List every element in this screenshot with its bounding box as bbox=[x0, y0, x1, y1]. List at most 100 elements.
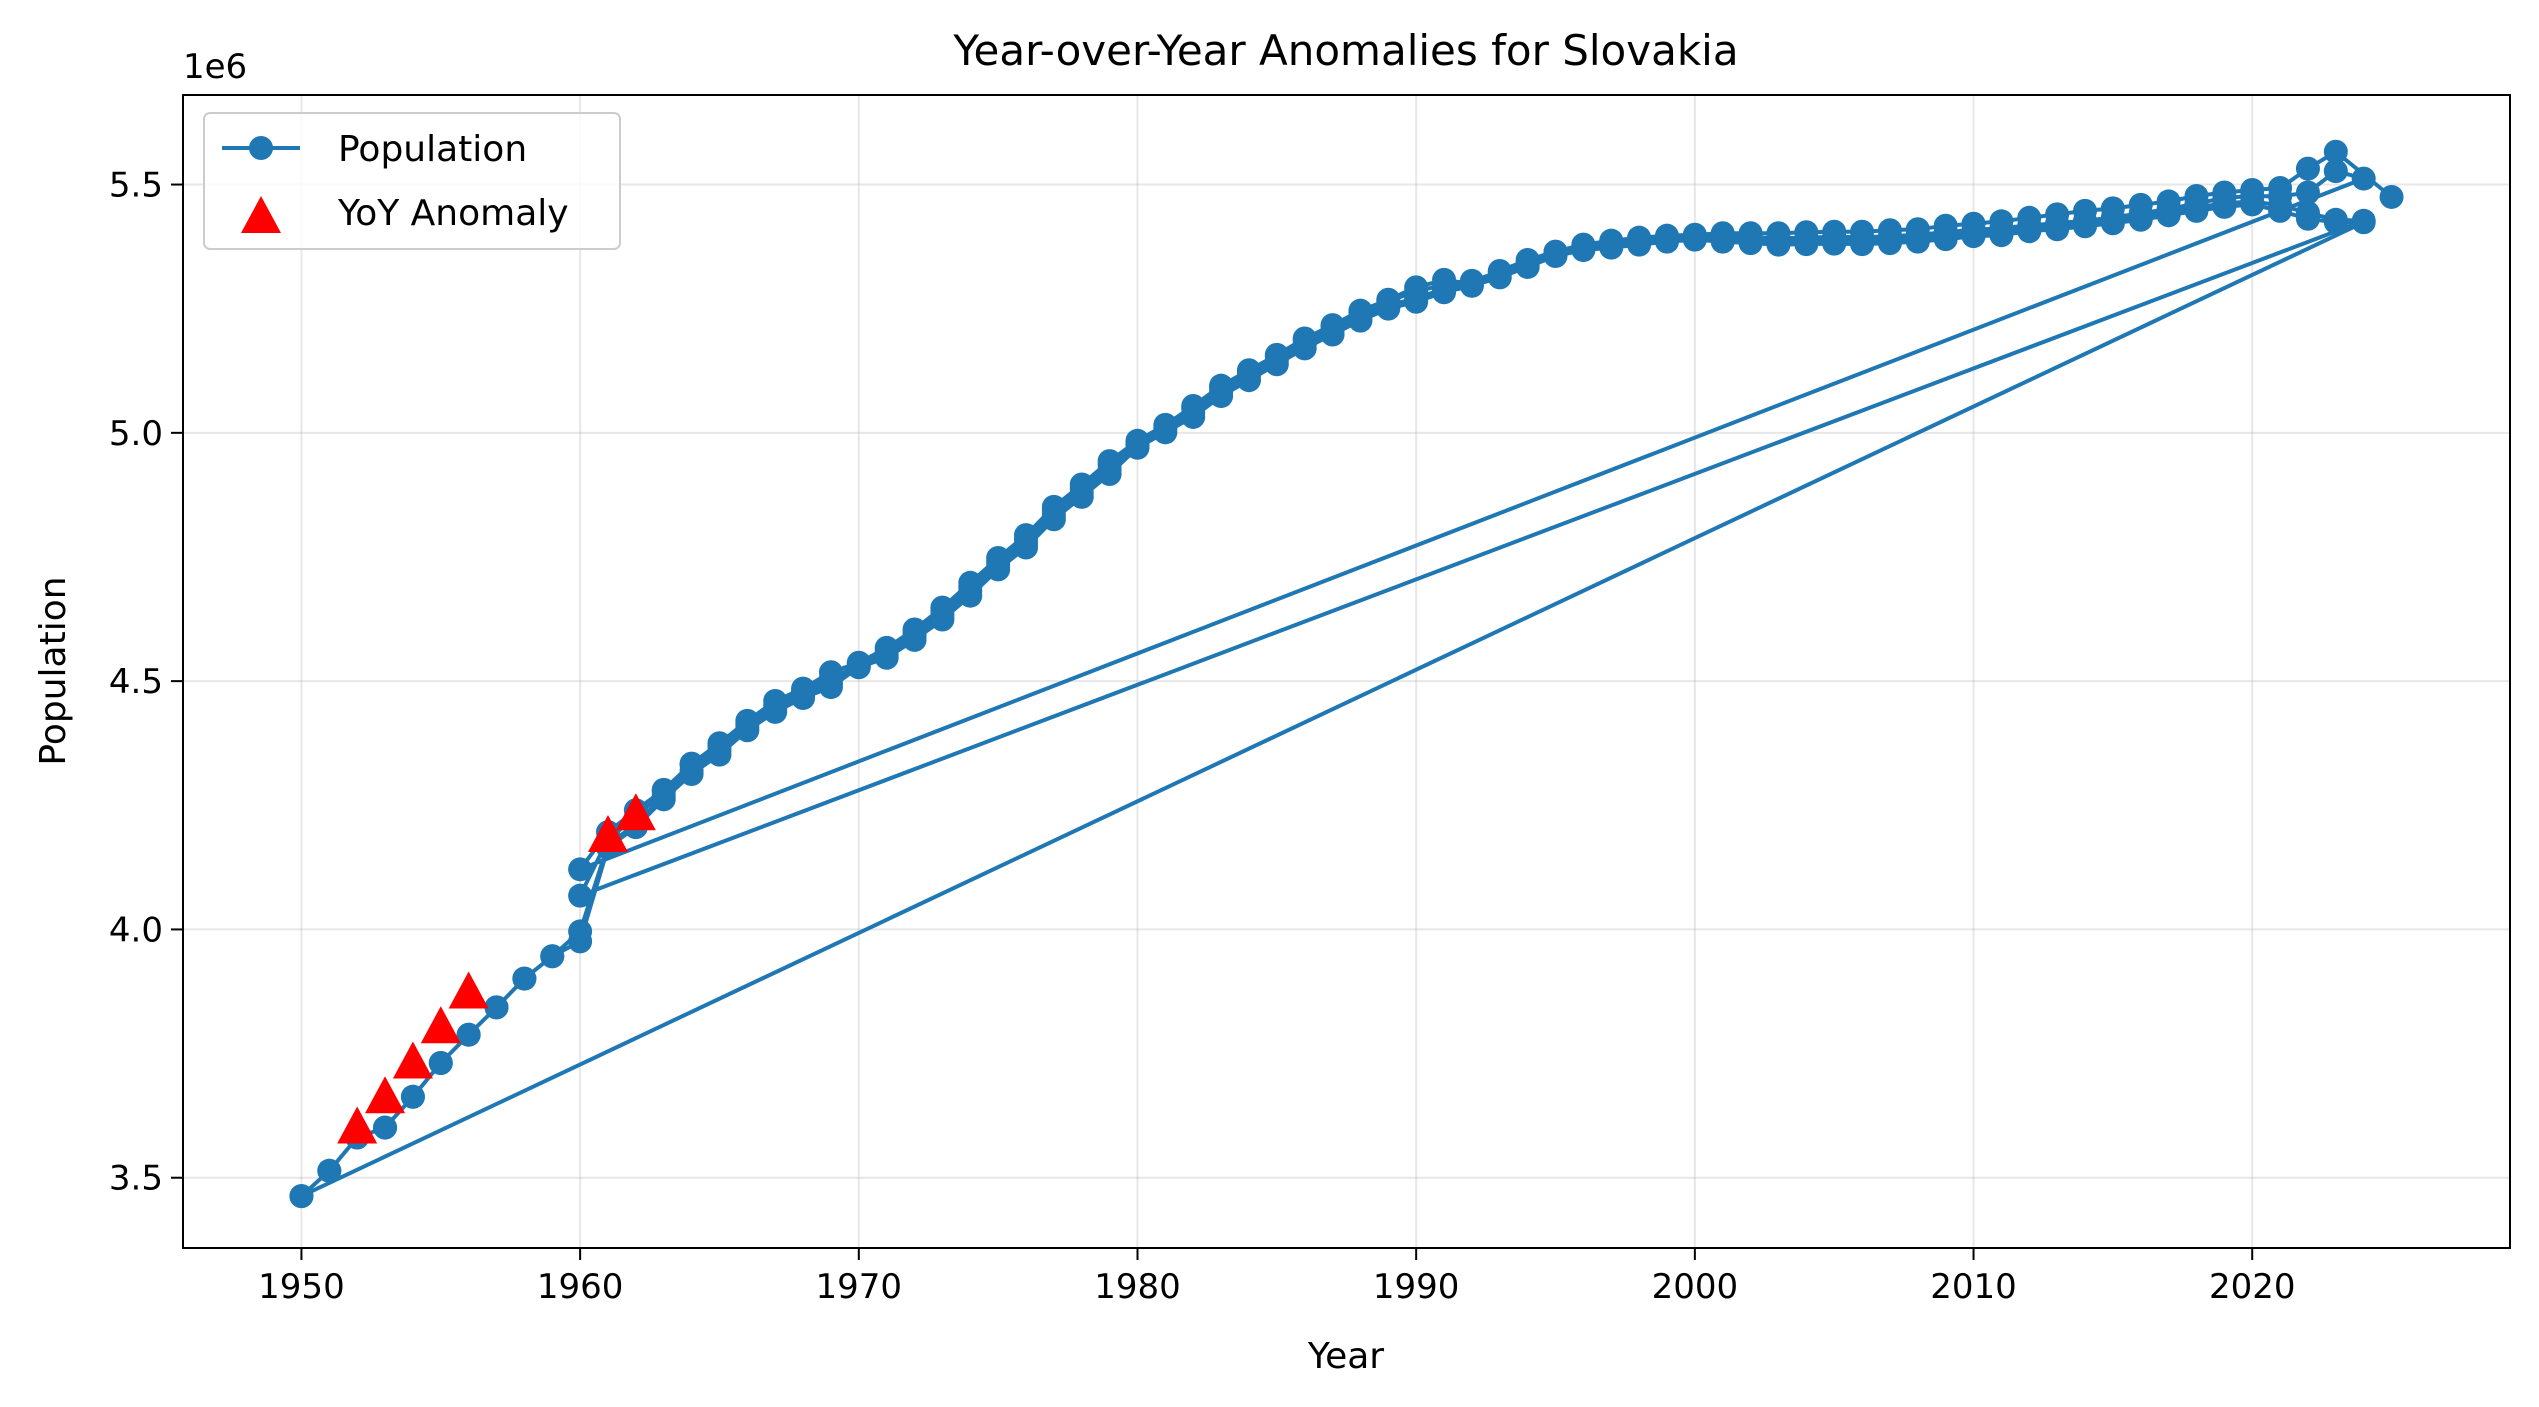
population-point bbox=[1320, 313, 1345, 338]
plot-frame bbox=[182, 94, 2511, 1249]
population-point bbox=[2073, 198, 2098, 223]
population-point bbox=[1515, 248, 1540, 273]
population-point bbox=[1264, 342, 1289, 367]
population-point bbox=[930, 595, 955, 620]
population-point bbox=[484, 995, 509, 1020]
population-point bbox=[2184, 183, 2209, 208]
population-point bbox=[707, 731, 732, 756]
y-offset-label: 1e6 bbox=[183, 47, 247, 87]
population-point bbox=[428, 1051, 453, 1076]
x-tick-label: 1980 bbox=[1094, 1267, 1181, 1307]
population-point bbox=[986, 545, 1011, 570]
y-axis: 3.5 4.0 4.5 5.0 5.5 bbox=[109, 166, 183, 1199]
population-point bbox=[1153, 412, 1178, 437]
population-point bbox=[679, 751, 704, 776]
population-point bbox=[2268, 176, 2293, 201]
population-point bbox=[456, 1022, 481, 1047]
y-tick-label: 4.0 bbox=[109, 910, 163, 950]
population-point bbox=[1487, 258, 1512, 283]
population-point bbox=[1654, 223, 1679, 248]
population-point bbox=[818, 660, 843, 685]
population-point bbox=[958, 570, 983, 595]
legend-label-population: Population bbox=[338, 129, 527, 170]
population-point bbox=[735, 708, 760, 733]
population-point bbox=[1682, 222, 1707, 247]
x-axis: 1950 1960 1970 1980 1990 2000 2010 2020 bbox=[258, 1248, 2295, 1307]
population-point bbox=[2323, 139, 2348, 164]
population-point bbox=[1236, 358, 1261, 383]
population-point bbox=[1627, 225, 1652, 250]
anomaly-marker bbox=[420, 1006, 461, 1044]
population-point bbox=[2156, 189, 2181, 214]
population-point bbox=[1125, 428, 1150, 453]
population-point bbox=[1961, 211, 1986, 236]
y-tick-label: 5.0 bbox=[109, 414, 163, 454]
population-point bbox=[1181, 394, 1206, 419]
population-point bbox=[289, 1184, 314, 1209]
population-point bbox=[2295, 156, 2320, 181]
population-point bbox=[400, 1084, 425, 1109]
population-point bbox=[2323, 159, 2348, 184]
x-tick-label: 2000 bbox=[1652, 1267, 1739, 1307]
x-axis-label: Year bbox=[1307, 1336, 1384, 1377]
legend-marker-swatch bbox=[249, 136, 273, 160]
x-tick-label: 2020 bbox=[2209, 1267, 2296, 1307]
population-point bbox=[902, 617, 927, 642]
series-layer bbox=[289, 139, 2404, 1209]
population-point bbox=[1209, 373, 1234, 398]
x-tick-label: 1970 bbox=[816, 1267, 903, 1307]
y-axis-label: Population bbox=[33, 576, 74, 765]
population-point bbox=[1571, 232, 1596, 257]
population-point bbox=[2100, 196, 2125, 221]
population-point bbox=[2351, 208, 2376, 233]
x-tick-label: 2010 bbox=[1930, 1267, 2017, 1307]
population-point bbox=[568, 883, 593, 908]
population-point bbox=[2128, 192, 2153, 217]
population-point bbox=[1877, 218, 1902, 243]
population-point bbox=[1069, 472, 1094, 497]
population-point bbox=[2295, 200, 2320, 225]
population-line bbox=[299, 149, 2393, 1199]
population-point bbox=[1905, 217, 1930, 242]
anomaly-marker bbox=[615, 793, 656, 831]
population-point bbox=[1097, 449, 1122, 474]
chart-title: Year-over-Year Anomalies for Slovakia bbox=[952, 26, 1738, 75]
population-point bbox=[512, 966, 537, 991]
population-point bbox=[1292, 326, 1317, 351]
population-point bbox=[1404, 275, 1429, 300]
population-point bbox=[2379, 184, 2404, 209]
population-point bbox=[2351, 166, 2376, 191]
population-point bbox=[1794, 220, 1819, 245]
population-point bbox=[568, 919, 593, 944]
legend: Population YoY Anomaly bbox=[203, 112, 621, 250]
anomaly-marker bbox=[448, 971, 489, 1009]
population-point bbox=[1738, 221, 1763, 246]
y-tick-label: 3.5 bbox=[109, 1159, 163, 1199]
anomaly-marker bbox=[337, 1106, 378, 1144]
population-point bbox=[763, 688, 788, 713]
population-point bbox=[1850, 219, 1875, 244]
population-point bbox=[1041, 494, 1066, 519]
population-point bbox=[1376, 287, 1401, 312]
population-point bbox=[1543, 239, 1568, 264]
population-point bbox=[1599, 228, 1624, 253]
y-tick-label: 5.5 bbox=[109, 166, 163, 206]
population-point bbox=[568, 857, 593, 882]
population-point bbox=[874, 635, 899, 660]
population-point bbox=[2212, 180, 2237, 205]
population-point bbox=[1014, 523, 1039, 548]
population-point bbox=[1432, 267, 1457, 292]
x-tick-label: 1950 bbox=[258, 1267, 345, 1307]
population-point bbox=[373, 1115, 398, 1140]
population-point bbox=[1933, 213, 1958, 238]
population-point bbox=[2240, 177, 2265, 202]
population-point bbox=[1989, 209, 2014, 234]
population-point bbox=[2017, 205, 2042, 230]
anomaly-marker bbox=[392, 1041, 433, 1079]
population-point bbox=[846, 650, 871, 675]
legend-label-anomaly: YoY Anomaly bbox=[337, 193, 569, 234]
population-point bbox=[540, 944, 565, 969]
population-point bbox=[1710, 221, 1735, 246]
population-point bbox=[2323, 207, 2348, 232]
